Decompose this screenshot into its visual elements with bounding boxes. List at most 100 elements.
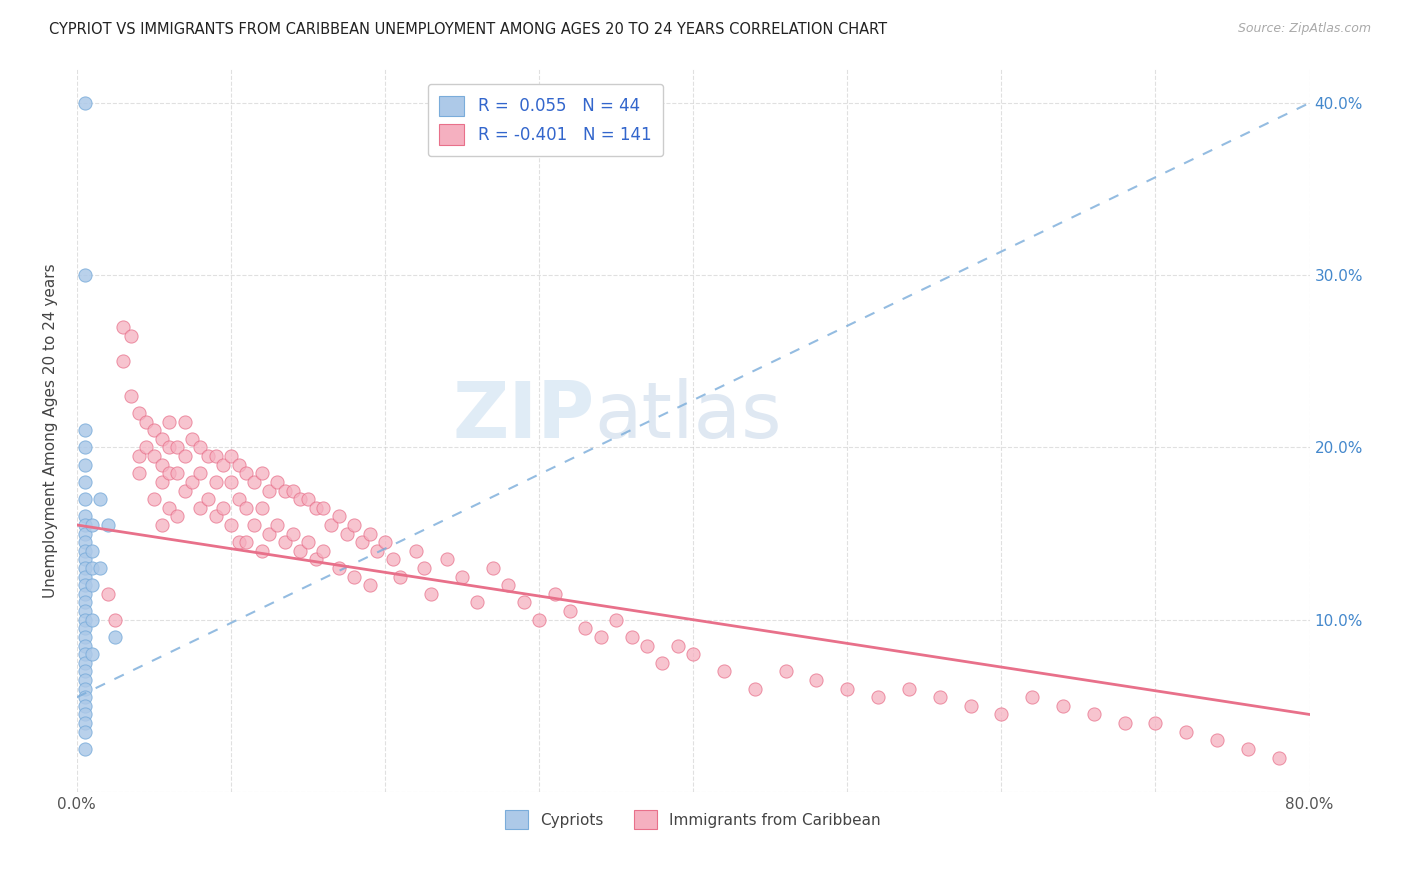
Point bbox=[868, 690, 890, 705]
Point bbox=[343, 569, 366, 583]
Point bbox=[73, 621, 96, 635]
Point bbox=[73, 561, 96, 575]
Point bbox=[359, 526, 381, 541]
Point bbox=[212, 458, 235, 472]
Point bbox=[142, 449, 165, 463]
Point bbox=[166, 509, 188, 524]
Point bbox=[243, 475, 266, 489]
Point bbox=[188, 500, 211, 515]
Point bbox=[73, 509, 96, 524]
Point bbox=[381, 552, 404, 566]
Point bbox=[150, 518, 173, 533]
Point bbox=[374, 535, 396, 549]
Text: ZIP: ZIP bbox=[453, 378, 595, 454]
Point bbox=[1144, 716, 1167, 731]
Point bbox=[73, 535, 96, 549]
Point bbox=[73, 423, 96, 437]
Point bbox=[173, 483, 195, 498]
Point bbox=[235, 535, 257, 549]
Point bbox=[328, 509, 350, 524]
Point bbox=[157, 467, 180, 481]
Point bbox=[297, 535, 319, 549]
Point bbox=[274, 483, 297, 498]
Point bbox=[73, 544, 96, 558]
Point bbox=[204, 449, 226, 463]
Point bbox=[1114, 716, 1136, 731]
Point bbox=[290, 544, 312, 558]
Point bbox=[436, 552, 458, 566]
Point bbox=[605, 613, 627, 627]
Point bbox=[150, 432, 173, 446]
Point bbox=[73, 595, 96, 609]
Point bbox=[589, 630, 612, 644]
Point bbox=[259, 526, 281, 541]
Point bbox=[82, 647, 104, 661]
Point bbox=[335, 526, 357, 541]
Point bbox=[319, 518, 342, 533]
Point bbox=[73, 716, 96, 731]
Point bbox=[243, 518, 266, 533]
Point bbox=[157, 415, 180, 429]
Point bbox=[112, 319, 135, 334]
Point bbox=[166, 467, 188, 481]
Legend: Cypriots, Immigrants from Caribbean: Cypriots, Immigrants from Caribbean bbox=[499, 804, 887, 835]
Point bbox=[73, 587, 96, 601]
Point bbox=[482, 561, 505, 575]
Point bbox=[73, 552, 96, 566]
Point bbox=[82, 544, 104, 558]
Point bbox=[636, 639, 658, 653]
Point bbox=[89, 492, 111, 507]
Point bbox=[467, 595, 489, 609]
Point bbox=[558, 604, 581, 618]
Point bbox=[188, 441, 211, 455]
Point bbox=[73, 647, 96, 661]
Point bbox=[142, 492, 165, 507]
Point bbox=[73, 604, 96, 618]
Point bbox=[235, 467, 257, 481]
Point bbox=[266, 475, 288, 489]
Point bbox=[228, 535, 250, 549]
Point bbox=[73, 630, 96, 644]
Point bbox=[420, 587, 443, 601]
Point bbox=[73, 475, 96, 489]
Point bbox=[73, 613, 96, 627]
Text: atlas: atlas bbox=[595, 378, 782, 454]
Point bbox=[150, 475, 173, 489]
Point bbox=[197, 449, 219, 463]
Point bbox=[89, 561, 111, 575]
Point bbox=[228, 458, 250, 472]
Point bbox=[666, 639, 689, 653]
Point bbox=[219, 475, 242, 489]
Point bbox=[73, 526, 96, 541]
Point bbox=[73, 673, 96, 687]
Point bbox=[312, 544, 335, 558]
Point bbox=[204, 475, 226, 489]
Point bbox=[713, 665, 735, 679]
Point bbox=[250, 467, 273, 481]
Point bbox=[112, 354, 135, 368]
Point bbox=[82, 613, 104, 627]
Point bbox=[512, 595, 534, 609]
Point bbox=[281, 526, 304, 541]
Point bbox=[405, 544, 427, 558]
Point bbox=[412, 561, 434, 575]
Point bbox=[343, 518, 366, 533]
Point bbox=[73, 492, 96, 507]
Text: CYPRIOT VS IMMIGRANTS FROM CARIBBEAN UNEMPLOYMENT AMONG AGES 20 TO 24 YEARS CORR: CYPRIOT VS IMMIGRANTS FROM CARIBBEAN UNE… bbox=[49, 22, 887, 37]
Point bbox=[290, 492, 312, 507]
Point bbox=[219, 449, 242, 463]
Point bbox=[73, 656, 96, 670]
Point bbox=[150, 458, 173, 472]
Point bbox=[73, 742, 96, 756]
Point bbox=[82, 561, 104, 575]
Point bbox=[928, 690, 950, 705]
Point bbox=[228, 492, 250, 507]
Point bbox=[173, 415, 195, 429]
Point bbox=[305, 500, 328, 515]
Point bbox=[97, 587, 120, 601]
Point bbox=[73, 665, 96, 679]
Point bbox=[142, 423, 165, 437]
Point bbox=[82, 518, 104, 533]
Y-axis label: Unemployment Among Ages 20 to 24 years: Unemployment Among Ages 20 to 24 years bbox=[44, 263, 58, 598]
Point bbox=[104, 613, 127, 627]
